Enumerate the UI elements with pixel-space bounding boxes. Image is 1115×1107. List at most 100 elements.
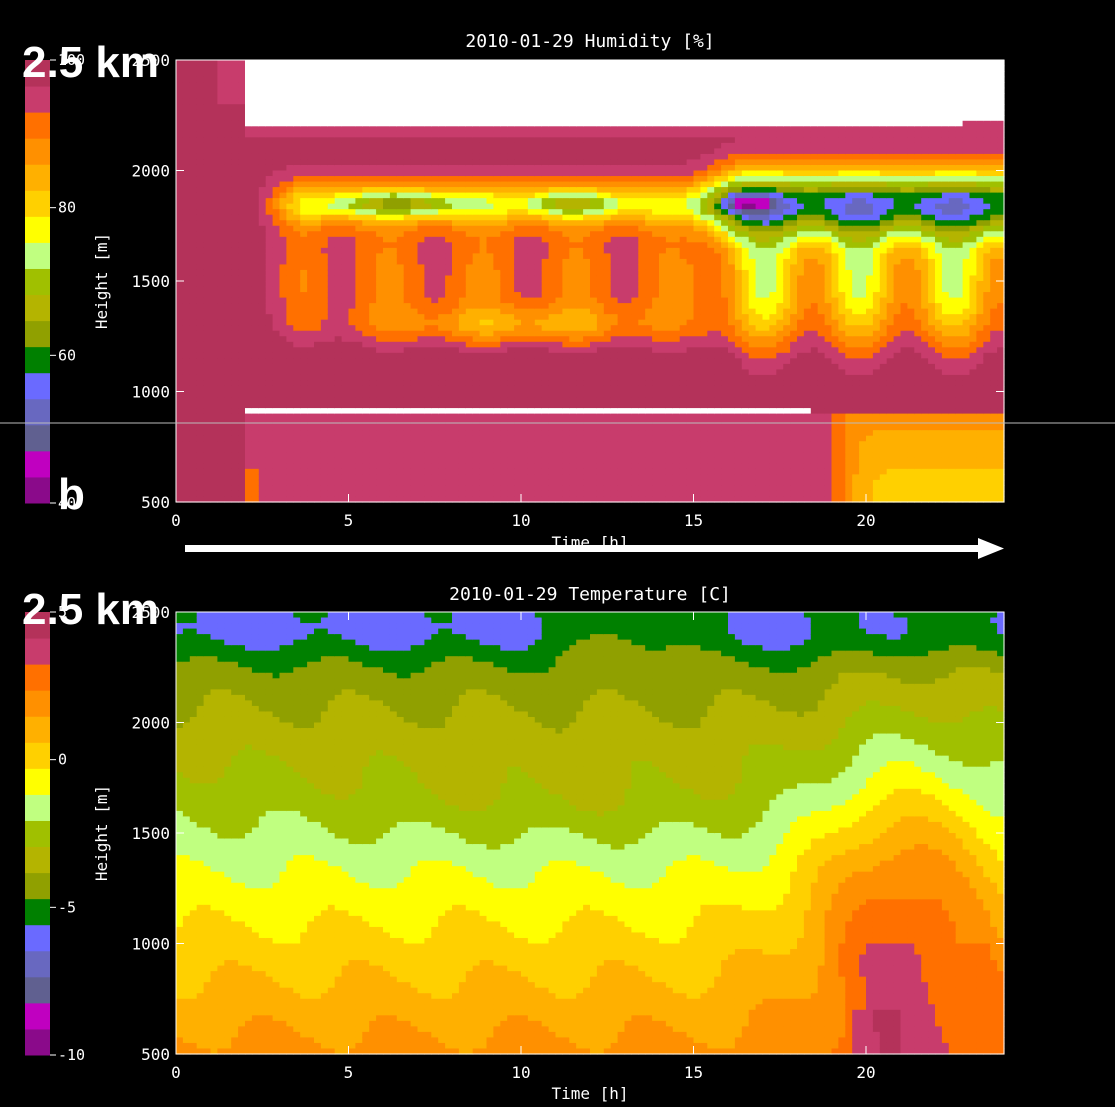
heatmap-cell	[307, 292, 315, 298]
heatmap-cell	[404, 99, 412, 105]
heatmap-cell	[542, 215, 550, 221]
heatmap-cell	[314, 171, 322, 177]
heatmap-cell	[445, 66, 453, 72]
heatmap-cell	[362, 414, 370, 420]
heatmap-cell	[542, 485, 550, 491]
heatmap-cell	[321, 237, 329, 243]
heatmap-cell	[238, 331, 246, 337]
heatmap-cell	[418, 281, 426, 287]
heatmap-cell	[452, 143, 460, 149]
heatmap-cell	[238, 176, 246, 182]
heatmap-cell	[307, 403, 315, 409]
heatmap-cell	[190, 132, 198, 138]
heatmap-cell	[231, 463, 239, 469]
heatmap-cell	[411, 392, 419, 398]
heatmap-cell	[355, 403, 363, 409]
heatmap-cell	[556, 171, 564, 177]
heatmap-cell	[280, 353, 288, 359]
heatmap-cell	[314, 369, 322, 375]
heatmap-cell	[473, 425, 481, 431]
heatmap-cell	[183, 375, 191, 381]
heatmap-cell	[452, 253, 460, 259]
heatmap-cell	[397, 463, 405, 469]
heatmap-cell	[535, 309, 543, 315]
heatmap-cell	[266, 458, 274, 464]
heatmap-cell	[369, 99, 377, 105]
heatmap-cell	[397, 303, 405, 309]
heatmap-cell	[293, 71, 301, 77]
heatmap-cell	[521, 458, 529, 464]
heatmap-cell	[293, 436, 301, 442]
heatmap-cell	[362, 469, 370, 475]
heatmap-cell	[493, 458, 501, 464]
heatmap-cell	[590, 182, 598, 188]
heatmap-cell	[286, 171, 294, 177]
heatmap-cell	[466, 226, 474, 232]
heatmap-cell	[349, 314, 357, 320]
heatmap-cell	[562, 353, 570, 359]
heatmap-cell	[238, 215, 246, 221]
heatmap-cell	[245, 165, 253, 171]
heatmap-cell	[480, 281, 488, 287]
heatmap-cell	[542, 309, 550, 315]
heatmap-cell	[211, 159, 219, 165]
heatmap-cell	[245, 204, 253, 210]
heatmap-cell	[383, 380, 391, 386]
heatmap-cell	[562, 165, 570, 171]
heatmap-cell	[211, 397, 219, 403]
heatmap-cell	[597, 209, 605, 215]
heatmap-cell	[480, 275, 488, 281]
heatmap-cell	[224, 287, 232, 293]
heatmap-cell	[224, 386, 232, 392]
heatmap-cell	[549, 231, 557, 237]
heatmap-cell	[307, 115, 315, 121]
heatmap-cell	[390, 104, 398, 110]
heatmap-cell	[507, 171, 515, 177]
heatmap-cell	[328, 469, 336, 475]
heatmap-cell	[459, 314, 467, 320]
heatmap-cell	[597, 275, 605, 281]
heatmap-cell	[431, 231, 439, 237]
heatmap-cell	[424, 60, 432, 66]
heatmap-cell	[556, 137, 564, 143]
heatmap-cell	[597, 82, 605, 88]
heatmap-cell	[528, 353, 536, 359]
heatmap-cell	[583, 403, 591, 409]
heatmap-cell	[480, 314, 488, 320]
heatmap-cell	[231, 110, 239, 116]
heatmap-cell	[576, 275, 584, 281]
heatmap-cell	[231, 474, 239, 480]
heatmap-cell	[424, 419, 432, 425]
heatmap-cell	[493, 220, 501, 226]
heatmap-cell	[576, 397, 584, 403]
heatmap-cell	[369, 414, 377, 420]
heatmap-cell	[528, 491, 536, 497]
heatmap-cell	[349, 226, 357, 232]
heatmap-cell	[521, 392, 529, 398]
heatmap-cell	[252, 215, 260, 221]
heatmap-cell	[245, 159, 253, 165]
heatmap-cell	[342, 71, 350, 77]
heatmap-cell	[521, 380, 529, 386]
heatmap-cell	[252, 325, 260, 331]
heatmap-cell	[424, 397, 432, 403]
heatmap-cell	[569, 292, 577, 298]
heatmap-cell	[293, 281, 301, 287]
heatmap-cell	[397, 88, 405, 94]
heatmap-cell	[514, 121, 522, 127]
heatmap-cell	[280, 452, 288, 458]
heatmap-cell	[404, 231, 412, 237]
heatmap-cell	[459, 60, 467, 66]
heatmap-cell	[383, 275, 391, 281]
heatmap-cell	[549, 82, 557, 88]
heatmap-cell	[300, 358, 308, 364]
heatmap-cell	[300, 375, 308, 381]
heatmap-cell	[183, 259, 191, 265]
heatmap-cell	[342, 369, 350, 375]
heatmap-cell	[397, 193, 405, 199]
heatmap-cell	[349, 298, 357, 304]
heatmap-cell	[583, 126, 591, 132]
heatmap-cell	[245, 336, 253, 342]
heatmap-cell	[493, 485, 501, 491]
heatmap-cell	[411, 474, 419, 480]
